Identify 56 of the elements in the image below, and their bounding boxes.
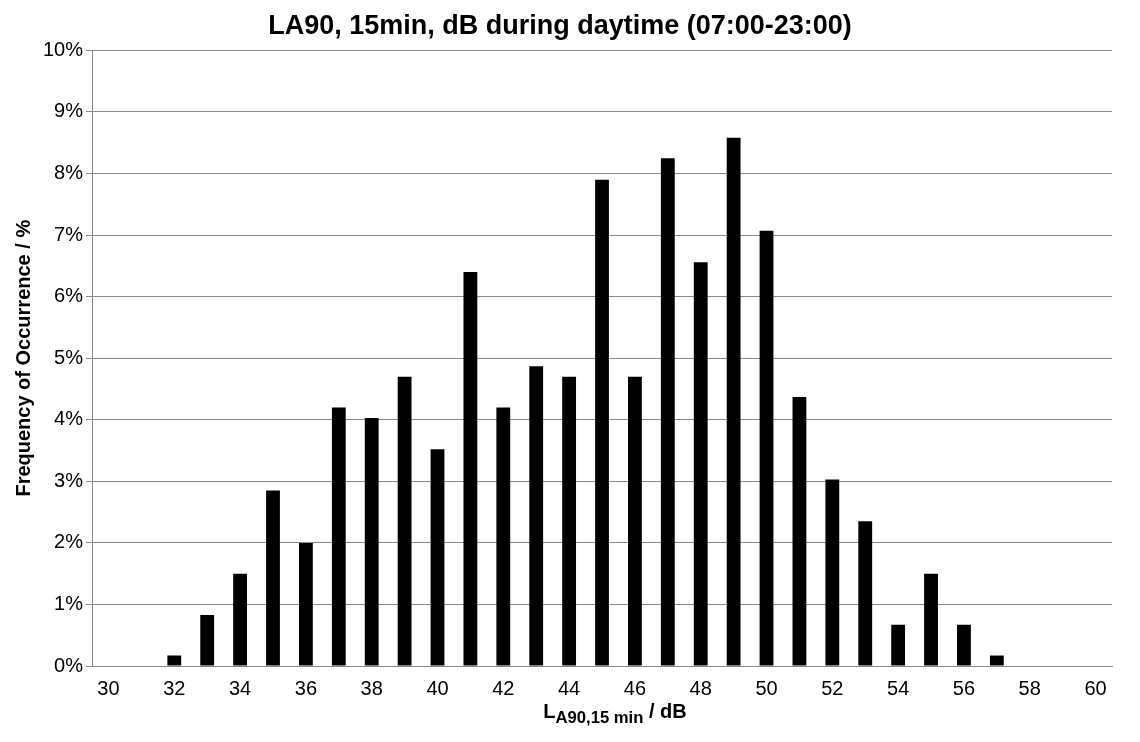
x-tick-label: 38 [360, 676, 383, 699]
bar [364, 417, 379, 666]
y-tick-label: 10% [43, 37, 84, 60]
bar [957, 624, 971, 666]
bar [825, 479, 840, 666]
bar [266, 490, 280, 666]
x-tick-label: 46 [623, 676, 647, 699]
y-tick-label: 8% [54, 161, 84, 184]
x-tick-label: 40 [426, 676, 449, 699]
y-tick-label: 1% [54, 591, 84, 614]
bar [233, 573, 247, 666]
bar [331, 407, 346, 666]
x-tick-label: 50 [755, 676, 778, 699]
x-tick-label: 34 [228, 676, 252, 699]
bar [858, 521, 873, 666]
x-tick-label: 60 [1084, 676, 1107, 699]
x-tick-label: 56 [952, 676, 976, 699]
bar [693, 262, 708, 666]
bar [463, 272, 478, 666]
x-tick-label: 52 [821, 676, 844, 699]
bar [298, 542, 313, 666]
y-tick-label: 6% [54, 284, 84, 307]
bar [430, 449, 445, 666]
bar [529, 366, 544, 666]
x-tick-label: 58 [1018, 676, 1041, 699]
bar [397, 376, 412, 666]
bar [200, 614, 215, 666]
bar [726, 137, 741, 666]
x-tick-label: 36 [294, 676, 318, 699]
bar [792, 396, 807, 666]
y-tick-label: 5% [54, 345, 84, 368]
x-axis-title: L$_{A90,15 min}$ / dB [542, 700, 688, 728]
bar [759, 230, 774, 666]
y-tick-label: 3% [54, 468, 84, 491]
bar [595, 179, 609, 666]
y-tick-label: 7% [54, 222, 84, 245]
x-tick-label: 30 [97, 676, 120, 699]
y-tick-label: 9% [54, 99, 84, 122]
bar [660, 158, 675, 666]
y-tick-label: 2% [54, 530, 84, 553]
y-tick-label: 0% [54, 653, 84, 676]
bar [496, 407, 511, 666]
bar [562, 376, 577, 666]
bar [628, 376, 642, 666]
bar [167, 655, 182, 666]
x-tick-label: 48 [689, 676, 712, 699]
bar [924, 573, 938, 666]
bar [891, 624, 906, 666]
bar [989, 655, 1004, 666]
chart-title: LA90, 15min, dB during daytime (07:00-23:00) [268, 9, 852, 40]
x-tick-label: 42 [492, 676, 515, 699]
y-tick-label: 4% [54, 407, 84, 430]
x-tick-label: 44 [557, 676, 581, 699]
y-axis-title: Frequency of Occurrence / % [11, 219, 34, 497]
x-tick-label: 32 [163, 676, 186, 699]
x-tick-label: 54 [887, 676, 910, 699]
